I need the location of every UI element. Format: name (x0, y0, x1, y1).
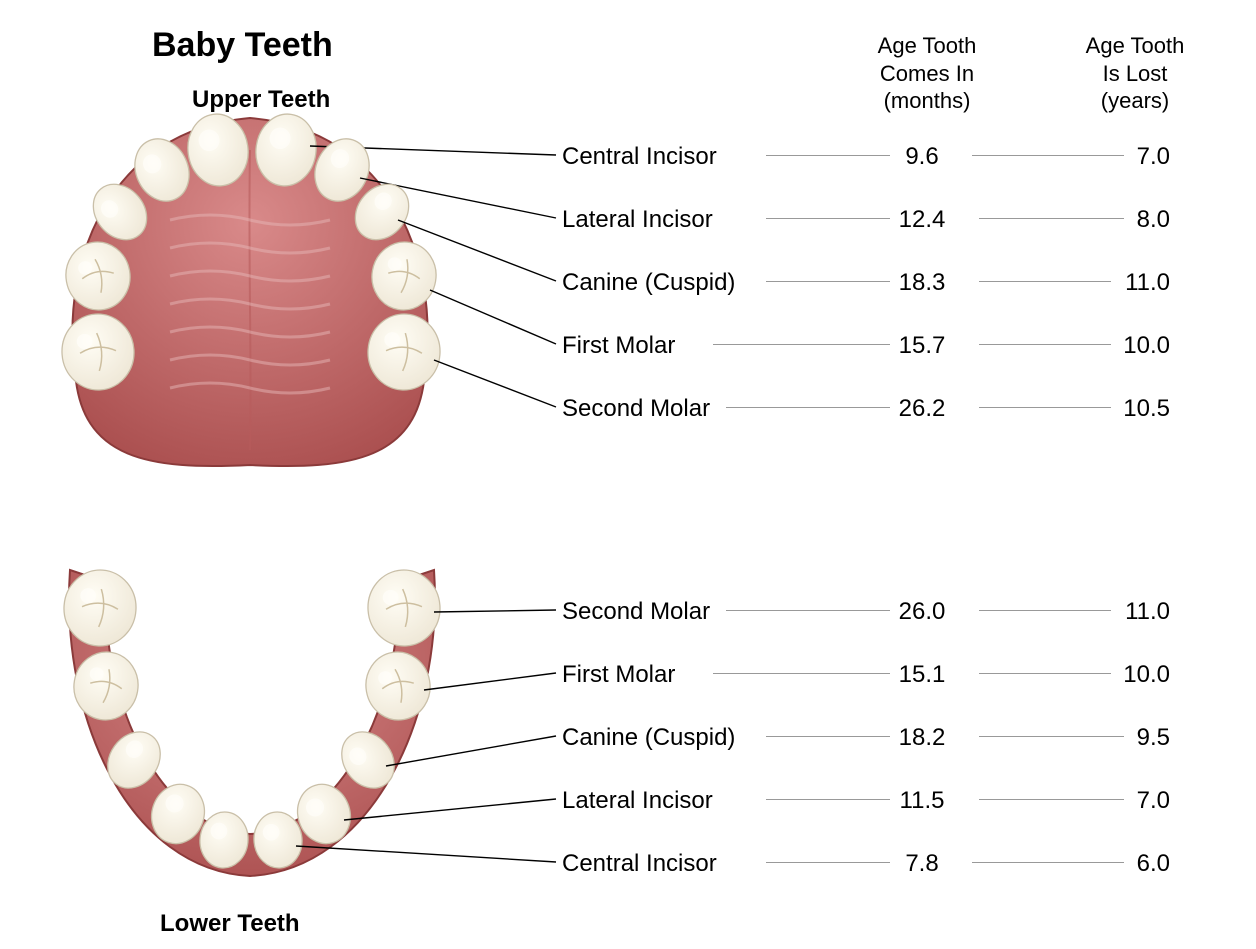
label-upper-lateral-incisor: Lateral Incisor (562, 206, 713, 234)
label-lower-lateral-incisor: Lateral Incisor (562, 787, 713, 815)
label-upper-first-molar: First Molar (562, 332, 675, 360)
leader-lower-first-molar (424, 673, 556, 690)
baby-teeth-diagram: Baby TeethUpper TeethLower TeethAge Toot… (0, 0, 1256, 949)
value-lost-lower-lateral-incisor: 7.0 (1030, 787, 1170, 815)
value-lost-lower-second-molar: 11.0 (1030, 598, 1170, 626)
value-lost-upper-central-incisor: 7.0 (1030, 143, 1170, 171)
value-in-upper-second-molar: 26.2 (862, 395, 982, 423)
leader-lower-canine-cuspid (386, 736, 556, 766)
leader-upper-second-molar (434, 360, 556, 407)
value-lost-lower-central-incisor: 6.0 (1030, 850, 1170, 878)
label-lower-canine-cuspid: Canine (Cuspid) (562, 724, 735, 752)
value-in-upper-first-molar: 15.7 (862, 332, 982, 360)
value-in-lower-canine-cuspid: 18.2 (862, 724, 982, 752)
label-upper-second-molar: Second Molar (562, 395, 710, 423)
value-in-lower-first-molar: 15.1 (862, 661, 982, 689)
leader-lower-second-molar (434, 610, 556, 612)
value-in-lower-lateral-incisor: 11.5 (862, 787, 982, 815)
value-lost-upper-first-molar: 10.0 (1030, 332, 1170, 360)
value-in-lower-second-molar: 26.0 (862, 598, 982, 626)
label-upper-canine-cuspid: Canine (Cuspid) (562, 269, 735, 297)
value-lost-upper-canine-cuspid: 11.0 (1030, 269, 1170, 297)
leader-lower-central-incisor (296, 846, 556, 862)
value-lost-lower-canine-cuspid: 9.5 (1030, 724, 1170, 752)
value-lost-upper-second-molar: 10.5 (1030, 395, 1170, 423)
value-in-upper-canine-cuspid: 18.3 (862, 269, 982, 297)
value-in-upper-lateral-incisor: 12.4 (862, 206, 982, 234)
label-lower-first-molar: First Molar (562, 661, 675, 689)
value-lost-upper-lateral-incisor: 8.0 (1030, 206, 1170, 234)
label-lower-second-molar: Second Molar (562, 598, 710, 626)
value-in-lower-central-incisor: 7.8 (862, 850, 982, 878)
leader-upper-first-molar (430, 290, 556, 344)
label-upper-central-incisor: Central Incisor (562, 143, 717, 171)
value-lost-lower-first-molar: 10.0 (1030, 661, 1170, 689)
value-in-upper-central-incisor: 9.6 (862, 143, 982, 171)
label-lower-central-incisor: Central Incisor (562, 850, 717, 878)
